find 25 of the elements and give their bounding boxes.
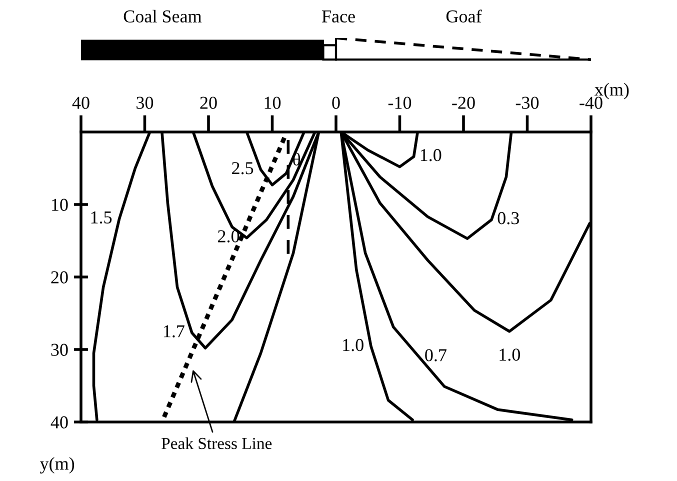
annotation: 2.5	[232, 162, 254, 174]
x-tick-label: 40	[72, 96, 90, 109]
annotation: 1.0	[500, 348, 520, 361]
annotation: 1.7	[164, 325, 184, 338]
annotation: 1.0	[420, 148, 442, 162]
text: Goaf	[446, 10, 482, 23]
x-tick-label: 0	[332, 96, 340, 109]
x-tick-label: 20	[200, 96, 217, 109]
x-tick-label: 10	[264, 96, 281, 109]
x-tick-label: -30	[516, 96, 539, 109]
x-tick-label: -10	[388, 96, 412, 109]
text: Face	[322, 10, 355, 23]
annotation: 0.7	[425, 349, 446, 362]
annotation: 0.3	[498, 212, 519, 224]
y-tick-label: 20	[51, 271, 68, 284]
y-tick-label: 10	[52, 198, 68, 211]
annotation: 1.0	[343, 338, 364, 352]
y-tick-label: 30	[51, 344, 68, 356]
x-tick-label: -20	[452, 96, 475, 109]
annotation: 1.5	[91, 211, 112, 224]
text: Coal Seam	[124, 10, 202, 23]
annotation: Peak Stress Line	[162, 437, 272, 450]
y-axis-title: y(m)	[40, 457, 74, 474]
x-tick-label: 30	[136, 96, 154, 109]
y-tick-label: 40	[50, 416, 68, 428]
